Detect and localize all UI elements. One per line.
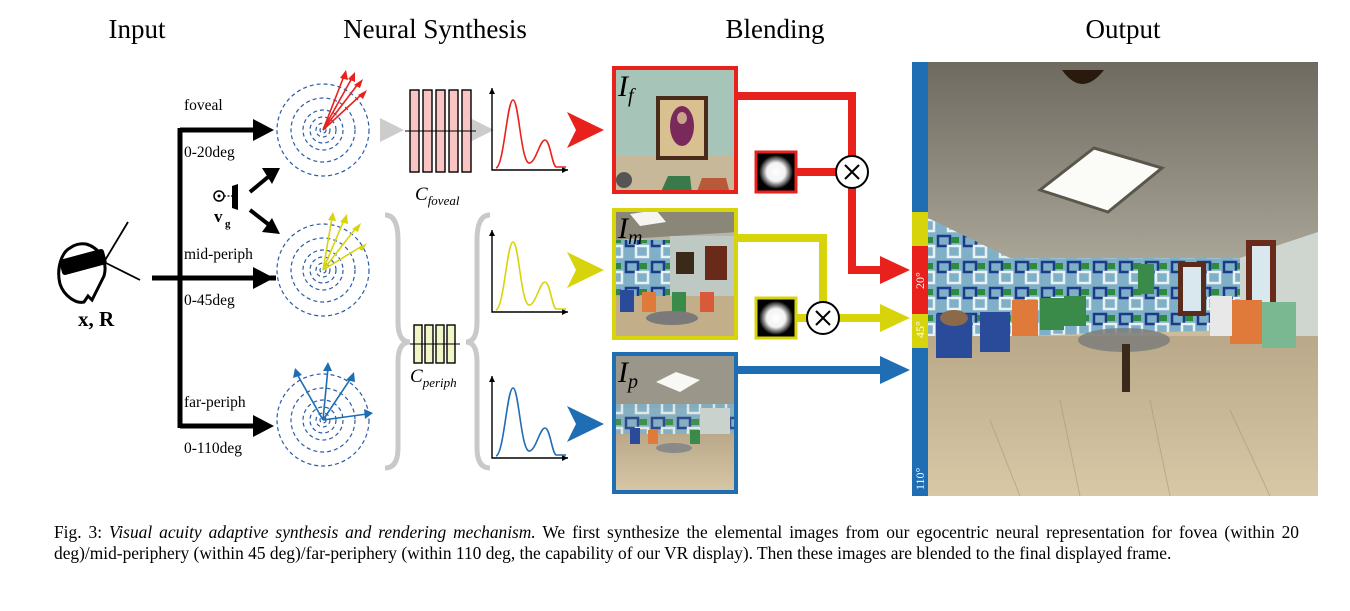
caption-title: Visual acuity adaptive synthesis and ren… (109, 522, 536, 542)
user-head-icon (57, 221, 141, 304)
bar-label-45: 45° (913, 321, 927, 338)
figure-caption: Fig. 3: Visual acuity adaptive synthesis… (54, 522, 1299, 564)
gaze-arrows (248, 168, 280, 234)
blend-path-mid (738, 234, 882, 322)
image-mid (612, 208, 738, 340)
distribution-plot-mid (489, 230, 568, 315)
eye-gaze-icon (213, 184, 238, 210)
network-foveal (405, 89, 476, 173)
branch-arrowheads (253, 119, 274, 437)
distribution-plot-far (489, 376, 568, 461)
network-foveal-label: Cfoveal (415, 184, 460, 208)
branch-range-foveal: 0-20deg (184, 144, 235, 161)
blend-arrowhead-mid (880, 304, 910, 332)
branch-range-mid: 0-45deg (184, 292, 235, 309)
multiply-icon-foveal (844, 164, 860, 180)
sampling-pattern-foveal (276, 70, 370, 177)
output-image (928, 62, 1318, 497)
bar-label-20: 20° (913, 272, 927, 289)
sampling-pattern-far (276, 362, 373, 467)
blend-path-foveal (738, 92, 882, 274)
image-far (612, 352, 738, 494)
branch-range-far: 0-110deg (184, 440, 242, 457)
image-mid-label: Im (617, 212, 642, 249)
arrow-to-far-image (567, 406, 604, 442)
blend-mask-mid (754, 296, 798, 340)
caption-body: We first synthesize the elemental images… (54, 522, 1299, 563)
pose-label: x, R (78, 307, 115, 331)
gaze-subscript: g (225, 218, 231, 230)
branch-label-far: far-periph (184, 394, 246, 411)
branch-label-foveal: foveal (184, 97, 223, 114)
header-input: Input (109, 14, 166, 44)
image-foveal (612, 66, 738, 194)
distribution-plot-foveal (489, 88, 568, 173)
image-far-label: Ip (617, 356, 638, 393)
multiply-icon-mid (815, 310, 831, 326)
blend-arrowhead-far (880, 356, 910, 384)
sampling-pattern-mid (276, 212, 370, 317)
blend-arrowhead-foveal (880, 256, 910, 284)
network-periph (410, 324, 460, 364)
image-foveal-label: If (617, 70, 636, 107)
header-output: Output (1085, 14, 1161, 44)
gray-connectors (380, 118, 494, 471)
network-periph-label: Cperiph (410, 366, 457, 390)
caption-prefix: Fig. 3: (54, 522, 103, 542)
gaze-label: v (214, 207, 223, 226)
blend-mask-foveal (754, 150, 798, 194)
bar-label-110: 110° (913, 467, 927, 490)
arrow-to-mid-image (567, 252, 604, 288)
arrow-to-foveal-image (567, 112, 604, 148)
eccentricity-bar (912, 62, 928, 496)
header-neural-synthesis: Neural Synthesis (343, 14, 527, 44)
branch-label-mid: mid-periph (184, 246, 253, 263)
header-blending: Blending (726, 14, 825, 44)
